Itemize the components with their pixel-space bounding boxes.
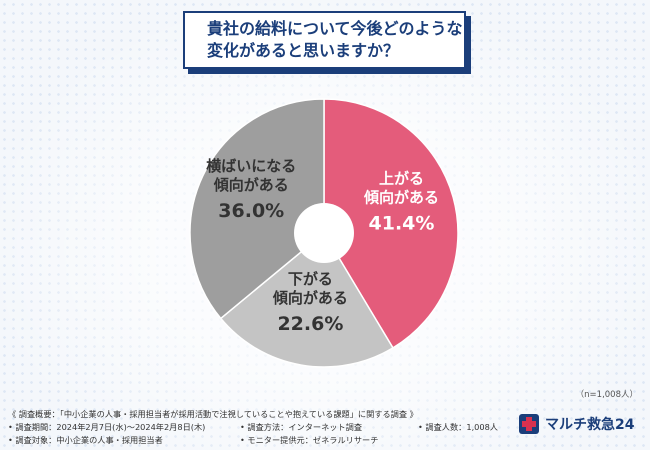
brand-logo: マルチ救急24 [518,413,634,435]
pie-slice-0 [323,98,459,349]
slice-label-line: 傾向がある [272,289,348,307]
slice-value-label: 41.4% [369,213,435,235]
survey-provider: • モニター提供元：ゼネラルリサーチ [240,435,379,445]
survey-target: • 調査対象：中小企業の人事・採用担当者 [8,435,163,445]
survey-overview: 《 調査概要：「中小企業の人事・採用担当者が採用活動で注視していることや抱えてい… [8,409,418,419]
donut-hole [294,203,354,263]
slice-label-line: 傾向がある [213,176,289,194]
slice-value-label: 36.0% [218,200,284,222]
survey-footer: 《 調査概要：「中小企業の人事・採用担当者が採用活動で注視していることや抱えてい… [0,403,650,450]
slice-label-line: 上がる [379,170,424,188]
survey-count: • 調査人数：1,008人 [418,422,498,432]
slice-label-line: 下がる [288,270,333,288]
pie-slice-1 [219,231,394,368]
slice-label-line: 横ばいになる [206,157,296,175]
title-line-1: 貴社の給料について今後どのような [207,19,463,38]
pie-slice-2 [189,98,325,320]
slice-value-label: 22.6% [277,313,343,335]
sample-size-label: （n=1,008人） [575,390,638,400]
slice-label-line: 傾向がある [363,189,439,207]
survey-period: • 調査期間：2024年2月7日(水)～2024年2月8日(木) [8,422,206,432]
survey-method: • 調査方法：インターネット調査 [240,422,363,432]
question-title-box: 貴社の給料について今後どのような 変化があると思いますか？ [183,11,466,69]
title-line-2: 変化があると思いますか？ [207,41,400,60]
logo-cross-icon [518,413,540,435]
logo-text: マルチ救急24 [545,417,635,433]
